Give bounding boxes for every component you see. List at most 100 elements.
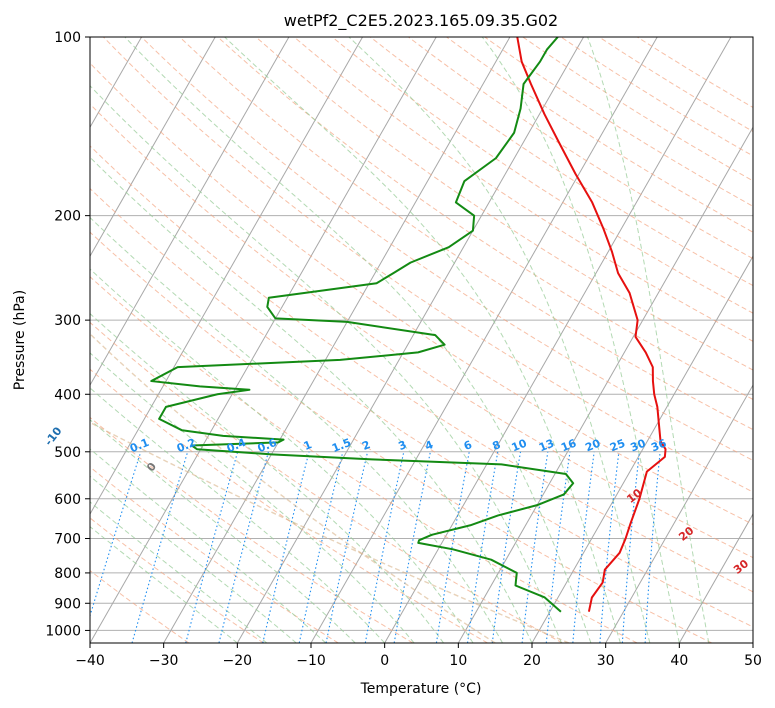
mixing-ratio-line	[435, 451, 470, 643]
mixing-ratio-label: 16	[559, 437, 578, 455]
dry-adiabat-line	[293, 37, 753, 342]
x-tick-label: 50	[744, 653, 762, 669]
x-tick-label: −40	[75, 653, 105, 669]
mixing-ratio-label: 1.5	[330, 436, 353, 455]
data-lines	[150, 37, 667, 613]
mixing-ratio-line	[90, 451, 142, 618]
mixing-ratio-label: 10	[510, 437, 529, 455]
moist-adiabat-line	[348, 37, 651, 643]
y-tick-label: 600	[54, 492, 81, 508]
moist-adiabat-label: 30	[731, 557, 751, 577]
mixing-ratio-line	[218, 451, 269, 643]
isotherm-line	[457, 126, 753, 643]
mixing-ratio-line	[298, 451, 344, 643]
moist-adiabat-line	[587, 37, 710, 643]
dry-adiabat-line	[598, 37, 753, 133]
mixing-ratio-label: 36	[649, 437, 668, 455]
y-tick-label: 900	[54, 596, 81, 612]
moist-adiabat-line	[90, 448, 327, 643]
isotherm-line	[678, 513, 753, 643]
mixing-ratio-label: 4	[423, 438, 435, 453]
isotherm-line	[531, 255, 753, 643]
isotherm-line	[90, 37, 437, 643]
isotherm-line	[163, 37, 511, 643]
x-tick-label: −30	[149, 653, 179, 669]
mixing-ratio-line	[466, 451, 499, 643]
moist-adiabat-label: 20	[676, 524, 696, 544]
dry-adiabat-line	[560, 37, 753, 157]
mixing-ratio-line	[364, 451, 405, 643]
y-tick-label: 700	[54, 532, 81, 548]
mixing-ratio-label: 30	[629, 437, 648, 455]
mixing-ratio-label: 20	[583, 437, 602, 455]
x-tick-label: 10	[449, 653, 467, 669]
isotherm-line	[752, 641, 753, 643]
dry-adiabat-line	[90, 103, 753, 559]
mixing-ratio-line	[325, 451, 369, 643]
mixing-ratio-line	[545, 451, 571, 643]
mixing-ratio-line	[131, 451, 189, 643]
mixing-ratio-line	[644, 451, 661, 643]
dewpoint-profile-line	[150, 37, 575, 613]
y-tick-label: 100	[54, 30, 81, 46]
dry-adiabat-line	[90, 466, 339, 643]
x-tick-label: −20	[223, 653, 253, 669]
isotherm-line	[384, 37, 732, 643]
dry-adiabat-line	[90, 569, 190, 643]
dry-adiabat-line	[103, 37, 753, 493]
moist-adiabat-line	[90, 387, 386, 643]
theta-e-line	[90, 332, 496, 643]
dry-adiabat-line	[331, 37, 753, 314]
mixing-ratio-line	[599, 451, 620, 643]
dry-adiabat-line	[90, 276, 638, 643]
moist-adiabat-line	[481, 37, 680, 643]
x-tick-label: −10	[296, 653, 326, 669]
mixing-ratio-line	[572, 451, 595, 643]
x-tick-label: 30	[597, 653, 615, 669]
dry-adiabat-line	[90, 321, 563, 643]
dry-adiabat-line	[179, 37, 753, 431]
y-tick-label: 300	[54, 313, 81, 329]
dry-adiabat-line	[141, 37, 753, 461]
dry-adiabat-line	[90, 62, 753, 525]
dry-adiabat-line	[446, 37, 753, 233]
moist-adiabat-line	[90, 419, 356, 643]
moist-adiabat-line	[90, 85, 562, 643]
y-tick-label: 1000	[45, 623, 81, 639]
isotherm-line	[90, 37, 364, 516]
moist-adiabat-line	[90, 501, 268, 643]
mixing-ratio-label: 8	[490, 438, 502, 453]
dry-adiabat-line	[90, 517, 264, 643]
chart-title: wetPf2_C2E5.2023.165.09.35.G02	[284, 11, 558, 31]
mixing-ratio-label: 25	[608, 437, 627, 455]
x-axis-label: Temperature (°C)	[360, 681, 482, 697]
moist-adiabat-line	[90, 216, 503, 643]
line-labels: 0.10.20.40.611.52346810131620253036-100-…	[42, 424, 751, 577]
mixing-ratio-label: 6	[462, 438, 474, 453]
plot-frame	[89, 36, 754, 644]
isotherm-line	[90, 37, 216, 258]
dry-adiabat-line	[217, 37, 753, 401]
dry-adiabat-line	[90, 368, 488, 643]
isotherm-line	[90, 37, 290, 387]
dry-adiabat-line	[90, 416, 414, 643]
mixing-ratio-label: 0.2	[175, 436, 198, 455]
y-tick-label: 500	[54, 445, 81, 461]
mixing-ratio-label: 1	[302, 438, 314, 453]
isotherm-line	[605, 384, 753, 643]
y-tick-label: 400	[54, 387, 81, 403]
moist-adiabat-line	[90, 525, 238, 643]
mixing-ratio-label: 13	[537, 437, 556, 455]
isotherm-line	[236, 37, 585, 643]
moist-adiabat-line	[124, 37, 592, 643]
dry-adiabat-line	[408, 37, 753, 260]
moist-adiabat-line	[90, 352, 415, 643]
moist-adiabat-line	[90, 475, 297, 643]
x-tick-label: 40	[670, 653, 688, 669]
isotherm-line	[0, 37, 68, 643]
x-tick-label: 0	[380, 653, 389, 669]
y-axis-label: Pressure (hPa)	[12, 290, 28, 390]
axes: −40 −30 −20 −10 0 10 20 30 40 5010020030040050060…	[45, 30, 762, 669]
mixing-ratio-line	[521, 451, 549, 643]
